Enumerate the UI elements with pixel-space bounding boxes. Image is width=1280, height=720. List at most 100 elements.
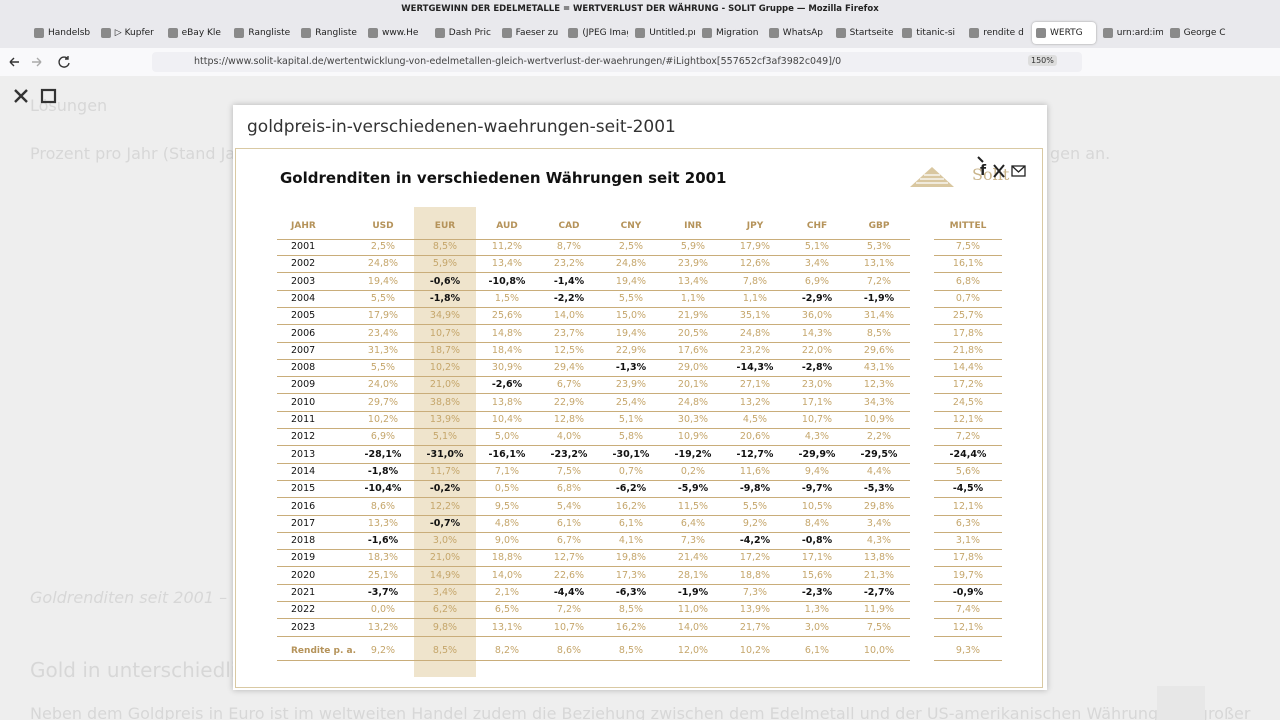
browser-tab[interactable]: Faeser zu <box>498 22 562 44</box>
row-rule <box>934 549 1002 551</box>
column-header: CNY <box>620 221 642 231</box>
table-cell: 27,1% <box>739 379 771 391</box>
table-cell: -30,1% <box>612 448 650 460</box>
browser-tab[interactable]: urn:ard:imag <box>1099 22 1163 44</box>
share-icons[interactable]: f <box>974 153 1030 181</box>
table-cell: 13,2% <box>367 621 399 633</box>
table-cell: 11,6% <box>739 465 771 477</box>
row-rule <box>934 635 1002 637</box>
browser-tab[interactable]: Rangliste <box>297 22 361 44</box>
table-cell: 15,0% <box>615 310 647 322</box>
browser-tab[interactable]: WhatsAp <box>765 22 829 44</box>
table-cell: 5,1% <box>618 414 644 425</box>
browser-tab[interactable]: George C <box>1166 22 1230 44</box>
browser-tab[interactable]: Untitled.png <box>631 22 695 44</box>
url-field[interactable]: https://www.solit-kapital.de/wertentwick… <box>152 52 1082 72</box>
browser-tab[interactable]: WERTG <box>1032 22 1096 44</box>
browser-tab[interactable]: ▷ Kupfer <box>97 22 161 44</box>
table-cell: 14,4% <box>952 362 984 374</box>
table-cell: 21,3% <box>863 569 895 581</box>
nav-buttons[interactable] <box>6 54 76 70</box>
table-cell: 6,2% <box>432 604 458 616</box>
row-label: 2017 <box>291 517 316 529</box>
row-rule <box>277 376 910 378</box>
table-cell: -12,7% <box>736 448 774 460</box>
row-label: 2020 <box>291 569 316 581</box>
table-cell: 11,0% <box>677 604 709 616</box>
table-cell: 13,8% <box>863 552 895 564</box>
table-title: Goldrenditen in verschiedenen Währungen … <box>280 169 727 187</box>
table-cell: 7,5% <box>556 465 582 477</box>
table-cell: 17,1% <box>801 396 833 408</box>
row-rule <box>934 428 1002 429</box>
table-cell: 24,8% <box>739 327 771 339</box>
table-cell: 8,5% <box>618 644 644 656</box>
table-cell: -29,5% <box>860 448 898 460</box>
table-cell: 16,2% <box>615 621 647 633</box>
column-header: MITTEL <box>949 221 987 231</box>
row-label: 2015 <box>291 483 316 495</box>
table-cell: 11,2% <box>491 241 523 252</box>
table-cell: 10,7% <box>553 621 585 633</box>
table-cell: 9,8% <box>432 621 458 633</box>
browser-tab[interactable]: eBay Kle <box>164 22 228 44</box>
row-rule <box>277 566 910 568</box>
table-cell: 2,5% <box>618 241 644 252</box>
row-rule <box>934 358 1002 360</box>
row-rule <box>277 255 910 256</box>
table-cell: 18,3% <box>367 552 399 564</box>
row-label: 2005 <box>291 310 316 322</box>
row-rule <box>277 462 910 464</box>
table-cell: 34,3% <box>863 396 895 408</box>
window-title: WERTGEWINN DER EDELMETALLE = WERTVERLUST… <box>0 0 1280 18</box>
table-cell: 14,9% <box>429 569 461 581</box>
browser-tab[interactable]: Rangliste <box>230 22 294 44</box>
table-cell: -2,3% <box>801 587 833 598</box>
browser-tab[interactable]: Migration <box>698 22 762 44</box>
row-rule <box>934 601 1002 602</box>
row-label: 2014 <box>291 465 316 477</box>
table-cell: 13,1% <box>491 621 523 633</box>
row-rule <box>934 306 1002 308</box>
table-cell: 30,9% <box>491 362 523 374</box>
row-rule <box>934 659 1002 661</box>
column-header: JAHR <box>291 221 316 231</box>
row-label: 2004 <box>291 292 316 304</box>
browser-tab[interactable]: Startseite <box>832 22 896 44</box>
browser-tab[interactable]: Handelsb <box>30 22 94 44</box>
row-rule <box>277 445 910 447</box>
table-cell: 13,3% <box>367 517 399 529</box>
browser-tab[interactable]: (JPEG Image <box>564 22 628 44</box>
table-cell: 0,7% <box>955 292 981 304</box>
browser-tab[interactable]: www.He <box>364 22 428 44</box>
browser-tab[interactable]: rendite d <box>965 22 1029 44</box>
table-cell: 23,7% <box>553 327 585 339</box>
url-bar: https://www.solit-kapital.de/wertentwick… <box>0 48 1280 77</box>
row-rule <box>934 514 1002 516</box>
browser-tab[interactable]: Dash Pric <box>431 22 495 44</box>
browser-tab[interactable]: titanic-si <box>898 22 962 44</box>
table-cell: 13,9% <box>739 604 771 616</box>
lightbox-controls[interactable] <box>12 87 62 107</box>
column-header: USD <box>372 221 394 231</box>
row-rule <box>277 239 910 240</box>
table-cell: 8,7% <box>556 241 582 252</box>
row-rule <box>934 497 1002 499</box>
table-cell: 43,1% <box>863 362 895 374</box>
zoom-level[interactable]: 150% <box>1028 55 1057 66</box>
table-cell: 31,3% <box>367 344 399 356</box>
row-rule <box>277 618 910 620</box>
table-cell: 17,3% <box>615 569 647 581</box>
table-cell: 17,2% <box>952 379 984 391</box>
table-cell: 6,8% <box>556 483 582 495</box>
table-cell: 13,1% <box>863 258 895 270</box>
table-cell: 13,8% <box>491 396 523 408</box>
row-rule <box>934 566 1002 568</box>
table-cell: 25,4% <box>615 396 647 408</box>
row-rule <box>277 324 910 326</box>
table-image: Goldrenditen in verschiedenen Währungen … <box>235 148 1043 688</box>
table-cell: 29,4% <box>553 362 585 374</box>
row-rule <box>277 514 910 516</box>
eur-column-highlight <box>414 207 476 677</box>
row-rule <box>277 635 910 637</box>
